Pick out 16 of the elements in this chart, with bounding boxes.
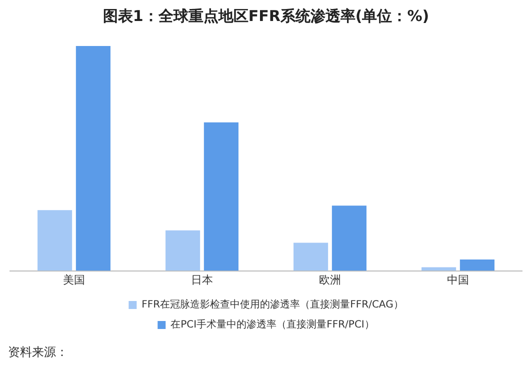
x-tick-label: 欧洲 xyxy=(319,273,341,286)
x-tick-label: 日本 xyxy=(191,273,213,286)
bar xyxy=(76,46,110,271)
bar xyxy=(204,122,238,271)
chart-title: 图表1：全球重点地区FFR系统渗透率(单位：%) xyxy=(102,6,430,25)
legend-label: 在PCI手术量中的渗透率（直接测量FFR/PCI） xyxy=(170,318,374,331)
bar xyxy=(294,242,328,271)
text: 资料来源： xyxy=(8,344,68,361)
bar xyxy=(332,206,366,271)
x-tick-label: 中国 xyxy=(447,273,469,286)
bar xyxy=(166,230,200,271)
bar xyxy=(422,267,456,271)
legend-label: FFR在冠脉造影检查中使用的渗透率（直接测量FFR/CAG） xyxy=(142,298,404,311)
bar xyxy=(460,260,494,271)
bar xyxy=(38,210,72,271)
x-tick-label: 美国 xyxy=(63,273,85,286)
